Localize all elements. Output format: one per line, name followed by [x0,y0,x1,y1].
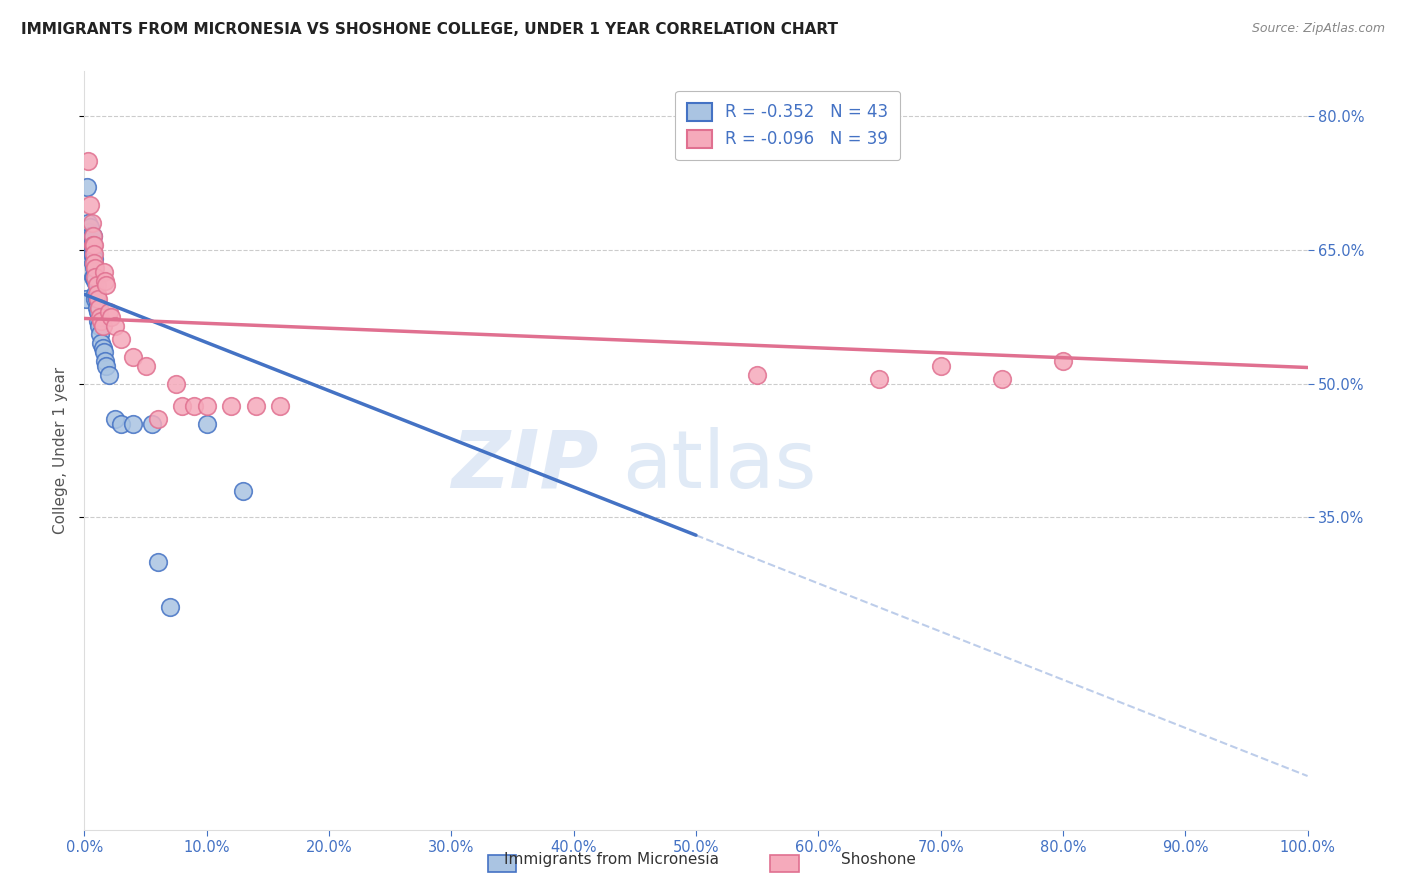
Point [79,220,101,235]
Point [80,234,103,248]
Point [82,269,104,284]
Point [165,376,187,391]
Point [97,368,120,382]
Point [104,412,127,426]
Bar [488,855,516,872]
Point [84,292,107,306]
Point [89,310,111,324]
Point [195,417,218,431]
Point [929,359,952,373]
Point [82,238,104,252]
Point [77,216,100,230]
Text: Source: ZipAtlas.com: Source: ZipAtlas.com [1251,22,1385,36]
Point [80,247,103,261]
Point [82,229,104,244]
Point [94,274,117,288]
Point [93,345,115,359]
Point [869,372,891,386]
Point [97,305,120,319]
Point [146,412,169,426]
Point [90,314,112,328]
Point [82,256,104,270]
Point [146,555,169,569]
Text: ZIP: ZIP [451,426,598,505]
Point [141,417,163,431]
Point [82,247,104,261]
Point [122,417,145,431]
Point [91,318,114,333]
Point [110,417,132,431]
Point [269,399,291,413]
Point [79,198,101,212]
Point [79,229,101,244]
Point [1052,354,1074,368]
Point [82,238,104,252]
Point [232,483,254,498]
Text: IMMIGRANTS FROM MICRONESIA VS SHOSHONE COLLEGE, UNDER 1 YEAR CORRELATION CHART: IMMIGRANTS FROM MICRONESIA VS SHOSHONE C… [21,22,838,37]
Point [80,216,103,230]
Point [86,292,108,306]
Point [83,247,105,261]
Point [96,359,118,373]
Point [87,305,110,319]
Point [747,368,769,382]
Point [77,225,100,239]
Point [195,399,218,413]
Point [86,301,108,315]
Point [76,180,98,194]
Point [991,372,1014,386]
Point [83,260,105,275]
Point [80,238,103,252]
Point [86,278,108,293]
Point [87,301,110,315]
Point [84,260,107,275]
Point [89,327,111,342]
Point [172,399,194,413]
Point [87,314,110,328]
Y-axis label: College, Under 1 year: College, Under 1 year [53,367,69,534]
Point [245,399,267,413]
Point [93,265,115,279]
Point [82,229,104,244]
Point [83,269,105,284]
Point [83,256,105,270]
Point [83,238,105,252]
Text: Immigrants from Micronesia: Immigrants from Micronesia [505,852,718,867]
Point [96,278,118,293]
Text: Shoshone: Shoshone [841,852,917,867]
Point [84,287,107,301]
Point [104,318,127,333]
Point [80,229,103,244]
Point [219,399,242,413]
Point [83,252,105,266]
Point [87,292,110,306]
Point [91,341,114,355]
Point [77,153,100,168]
Bar [770,855,799,872]
Point [90,336,112,351]
Text: atlas: atlas [623,426,817,505]
Point [79,238,101,252]
Point [159,599,181,614]
Point [135,359,157,373]
Point [86,287,108,301]
Point [94,354,117,368]
Point [122,350,145,364]
Point [110,332,132,346]
Point [77,234,100,248]
Point [84,274,107,288]
Point [183,399,205,413]
Point [84,269,107,284]
Point [100,310,122,324]
Point [75,292,97,306]
Legend: R = -0.352   N = 43, R = -0.096   N = 39: R = -0.352 N = 43, R = -0.096 N = 39 [675,91,900,160]
Point [87,318,110,333]
